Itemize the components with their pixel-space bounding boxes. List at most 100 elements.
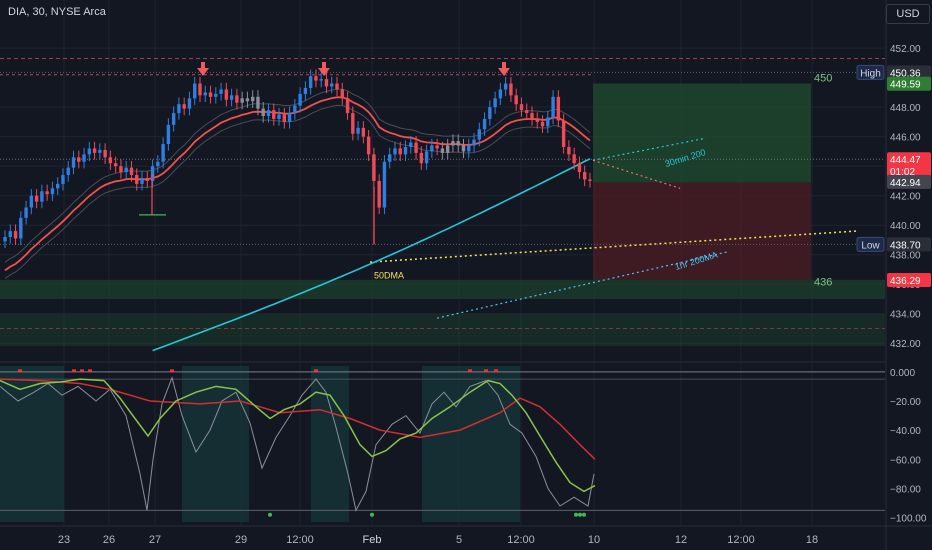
candle-body [171,113,176,125]
x-tick-label: 12:00 [507,534,535,546]
ema-band-lower [4,104,591,279]
candle-body [530,113,534,119]
price-value-box [887,272,931,287]
candle-body [372,154,376,181]
candle-body [472,139,476,146]
candle-body [187,98,192,109]
candle-body [245,98,250,102]
candle-body [356,127,360,134]
candle-body [467,145,471,152]
price-value-countdown: 01:02 [890,167,915,178]
osc-main-line [0,378,596,493]
candle-body [124,167,128,173]
candle-body [583,172,587,180]
candle-body [514,95,518,105]
candle-body [71,157,76,168]
candle-body [277,114,281,119]
projection-ema [592,159,681,189]
osc-red-mark [484,369,488,373]
osc-dot [574,512,578,517]
candle-body [588,179,592,181]
candle-body [551,96,555,118]
candle-body [409,142,413,147]
candle-body [298,93,302,106]
candle-body [477,129,481,140]
candle-body [303,87,308,94]
candle-body [34,195,39,202]
candle-body [546,117,550,127]
y-tick-label: 448.00 [890,103,921,114]
candle-body [366,136,371,155]
price-value-box [887,237,931,252]
price-value-box [887,65,931,80]
osc-shade [311,366,349,522]
candle-body [388,154,392,162]
candle-body [324,79,329,87]
osc-y-tick-label: −100.00 [890,514,927,525]
candle-body [8,231,12,238]
price-value-label: 449.59 [890,80,921,91]
candle-body [393,148,397,155]
candle-body [156,161,160,167]
candle-body [556,96,561,121]
annotation-450: 450 [814,73,832,85]
x-tick-label: 23 [58,534,70,546]
candle-body [219,89,223,94]
candle-body [482,118,487,130]
profit-zone [593,83,811,183]
y-tick-label: 446.00 [890,133,921,144]
candle-body [519,104,524,111]
axes: 23 26 27 29 12:00 Feb 5 12:00 10 12 12:00 18 452.00 4… [58,44,931,546]
candle-body [509,83,513,96]
candle-body [77,157,81,162]
y-tick-label: 440.00 [890,221,921,232]
candle-body [451,141,455,146]
price-value-box [887,174,931,189]
osc-red-mark [72,369,76,373]
candle-body [261,108,265,117]
candle-body [45,191,49,195]
candle-body [319,79,323,81]
candle-body [3,237,7,242]
projection-30min-200 [592,137,707,161]
candle-body [98,149,102,153]
down-arrow-icon [322,62,326,69]
candle-body [82,154,86,162]
candle-body [61,175,65,184]
candle-body [119,166,123,173]
candle-body [208,92,213,97]
candle-body [135,175,139,184]
price-tag-label: Low [861,240,880,251]
candle-body [113,163,118,167]
osc-dot [582,512,586,517]
candle-body [540,121,545,127]
candle-body [351,113,355,134]
osc-y-tick-label: −60.00 [890,455,921,466]
x-tick-label: 5 [456,534,462,546]
y-tick-label: 452.00 [890,44,921,55]
osc-shade [0,366,64,522]
osc-y-tick-label: −80.00 [890,484,921,495]
candle-body [29,195,34,208]
candles[interactable] [3,69,592,249]
price-value-label: 444.47 [890,155,921,166]
candle-body [424,151,429,164]
candle-body [567,146,571,155]
annotation-436: 436 [814,276,832,288]
candle-body [145,177,149,181]
candle-body [182,104,186,109]
price-value-label: 438.70 [890,240,921,251]
currency-button[interactable]: USD [886,4,930,24]
candle-body [456,141,460,146]
osc-shade [182,366,249,522]
candle-body [430,145,434,152]
candle-body [56,183,60,189]
annotation-50dma: 50DMA [374,271,404,281]
x-tick-label: 10 [588,534,600,546]
down-arrow-icon [502,62,506,69]
y-tick-label: 434.00 [890,310,921,321]
x-tick-label: 12 [675,534,687,546]
x-tick-label: Feb [363,534,382,546]
candle-body [161,144,165,162]
